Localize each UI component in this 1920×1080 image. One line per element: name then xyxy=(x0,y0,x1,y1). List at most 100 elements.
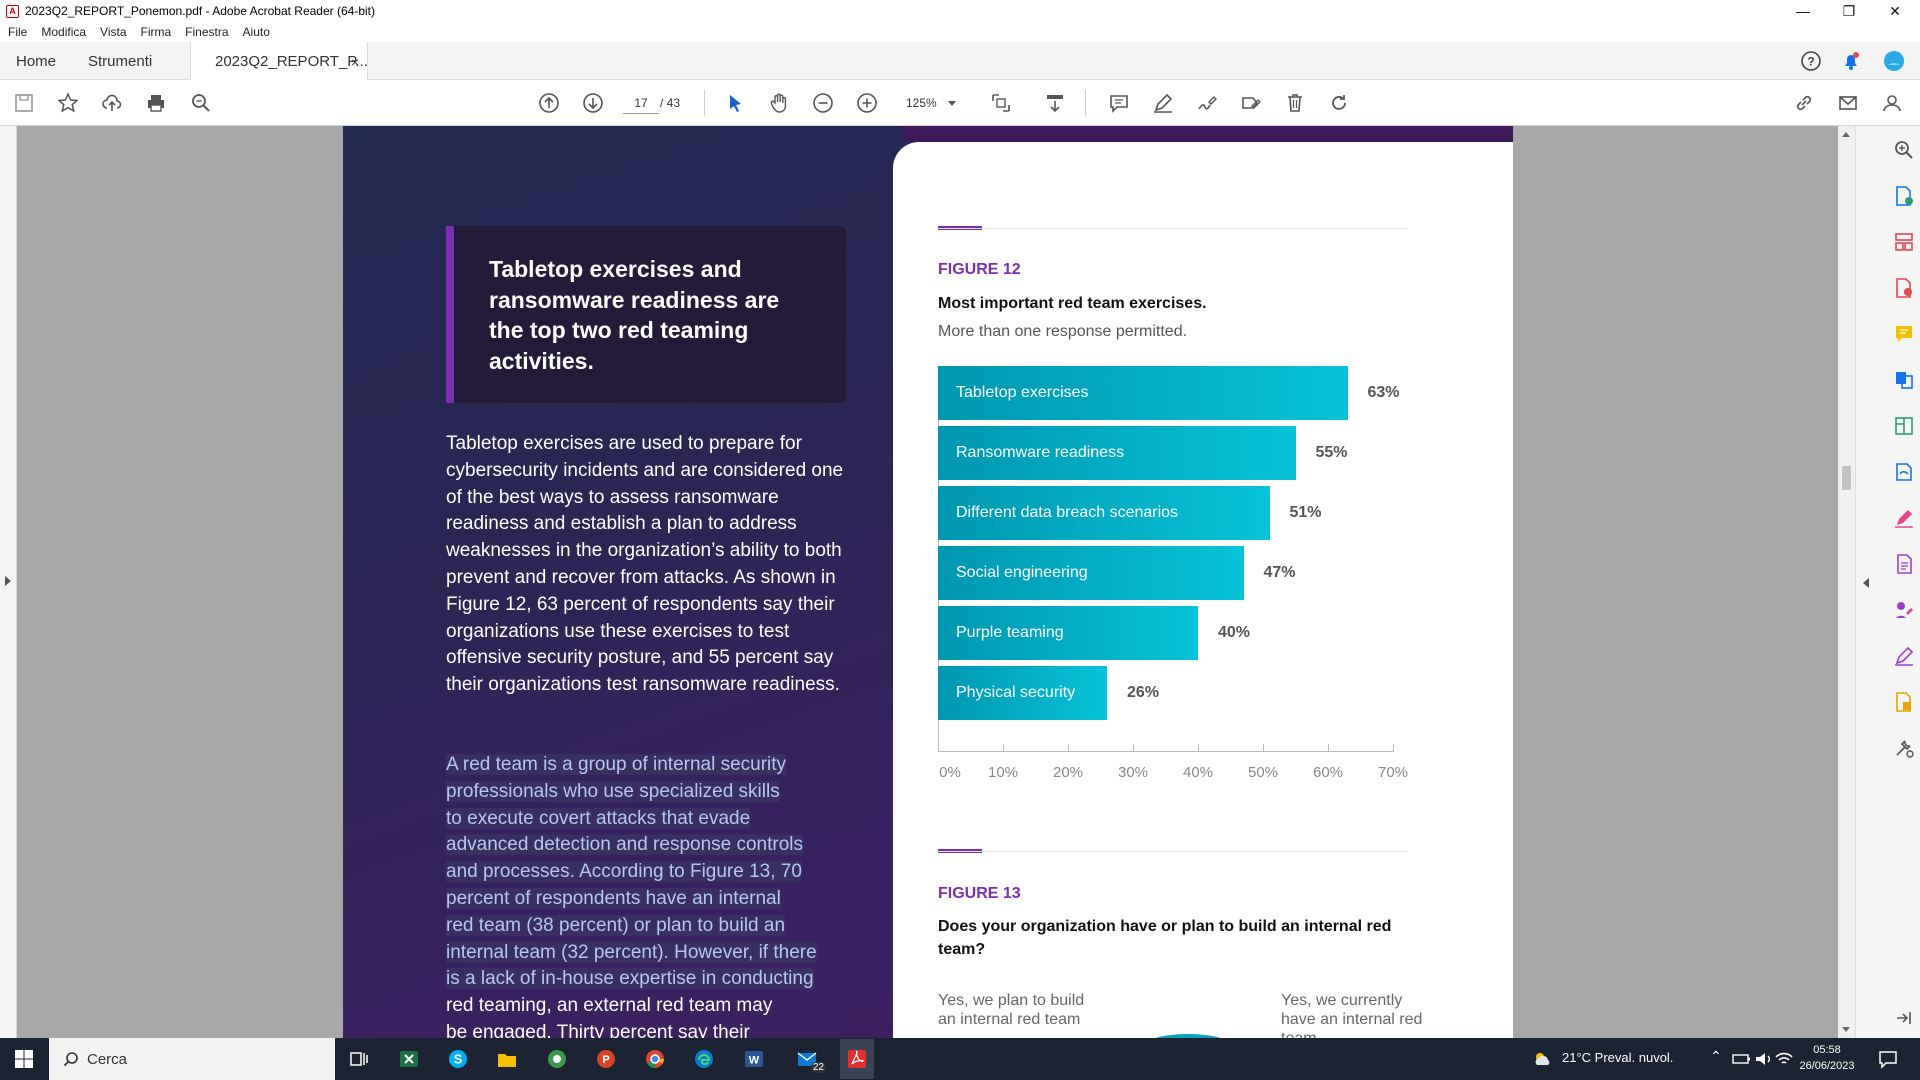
delete-icon[interactable] xyxy=(1282,90,1308,116)
search-icon[interactable] xyxy=(188,90,214,116)
acrobat-taskbar-icon[interactable] xyxy=(840,1039,874,1079)
search-icon xyxy=(63,1052,78,1067)
print-icon[interactable] xyxy=(143,90,169,116)
account-avatar[interactable] xyxy=(1883,50,1905,72)
fill-sign-icon[interactable] xyxy=(1238,90,1264,116)
comment-icon[interactable] xyxy=(1892,322,1916,346)
word-icon[interactable]: W xyxy=(742,1047,766,1071)
body-paragraph-1: Tabletop exercises are used to prepare f… xyxy=(446,433,844,696)
zoom-in-icon[interactable] xyxy=(854,90,880,116)
collapse-tools-arrow[interactable] xyxy=(1863,578,1869,588)
combine-files-icon[interactable] xyxy=(1892,368,1916,392)
link-icon[interactable] xyxy=(1791,90,1817,116)
para2-line: advanced detection and response controls xyxy=(446,834,804,856)
notifications-icon[interactable] xyxy=(1840,50,1862,72)
tray-overflow-icon[interactable]: ⌃ xyxy=(1710,1048,1722,1064)
hand-icon[interactable] xyxy=(766,90,792,116)
page-number-input[interactable]: 17 xyxy=(623,92,659,114)
toolbar-divider xyxy=(1085,90,1086,116)
network-app-icon[interactable] xyxy=(545,1047,569,1071)
window-title: 2023Q2_REPORT_Ponemon.pdf - Adobe Acroba… xyxy=(25,4,375,18)
excel-icon[interactable] xyxy=(397,1047,421,1071)
menu-modifica[interactable]: Modifica xyxy=(41,25,87,39)
figure-12-rule xyxy=(938,228,1408,229)
account-icon[interactable] xyxy=(1879,90,1905,116)
collapse-panel-icon[interactable] xyxy=(1892,1006,1916,1030)
edge-icon[interactable] xyxy=(692,1047,716,1071)
menu-file[interactable]: File xyxy=(8,25,28,39)
tab-bar: Home Strumenti 2023Q2_REPORT_P... × ? xyxy=(0,42,1920,81)
chart-bar-label: Social engineering xyxy=(956,564,1088,581)
system-clock[interactable]: 05:58 26/06/2023 xyxy=(1797,1042,1857,1074)
left-navigation-strip[interactable] xyxy=(0,126,17,1038)
para2-line: is a lack of in-house expertise in condu… xyxy=(446,968,814,990)
zoom-dropdown[interactable]: 125% xyxy=(896,92,962,114)
create-pdf-icon[interactable] xyxy=(1892,184,1916,208)
mail-icon[interactable] xyxy=(1835,90,1861,116)
vertical-scrollbar[interactable] xyxy=(1838,126,1855,1038)
close-window-button[interactable]: ✕ xyxy=(1889,2,1901,19)
fit-page-icon[interactable] xyxy=(988,90,1014,116)
volume-icon[interactable] xyxy=(1752,1047,1776,1071)
help-icon[interactable]: ? xyxy=(1800,50,1822,72)
mail-app-icon[interactable]: 22 xyxy=(792,1047,826,1073)
zoom-search-icon[interactable] xyxy=(1892,138,1916,162)
svg-text:?: ? xyxy=(1807,55,1814,69)
battery-icon[interactable] xyxy=(1730,1047,1754,1071)
fill-sign-icon[interactable] xyxy=(1892,506,1916,530)
scan-icon[interactable] xyxy=(1892,460,1916,484)
organize-pages-icon[interactable] xyxy=(1892,230,1916,254)
chart-tick-label: 30% xyxy=(1117,764,1149,781)
chrome-icon[interactable] xyxy=(643,1047,667,1071)
export-pdf-icon[interactable] xyxy=(1892,276,1916,300)
sign-pen-icon[interactable] xyxy=(1892,644,1916,668)
tab-document[interactable]: 2023Q2_REPORT_P... × xyxy=(190,42,368,81)
scrollbar-thumb[interactable] xyxy=(1842,466,1851,490)
edit-pdf-icon[interactable] xyxy=(1892,414,1916,438)
notification-center-icon[interactable] xyxy=(1876,1047,1900,1071)
scroll-mode-icon[interactable] xyxy=(1042,90,1068,116)
weather-text[interactable]: 21°C Preval. nuvol. xyxy=(1562,1050,1674,1065)
send-review-icon[interactable] xyxy=(1892,690,1916,714)
svg-text:S: S xyxy=(454,1052,463,1067)
tab-tools[interactable]: Strumenti xyxy=(88,52,153,70)
skype-icon[interactable]: S xyxy=(446,1047,470,1071)
page-down-icon[interactable] xyxy=(580,90,606,116)
rotate-icon[interactable] xyxy=(1326,90,1352,116)
menu-vista[interactable]: Vista xyxy=(100,25,127,39)
expand-left-panel-icon[interactable] xyxy=(5,576,11,586)
more-tools-icon[interactable] xyxy=(1892,598,1916,622)
protect-icon[interactable] xyxy=(1892,552,1916,576)
comment-icon[interactable] xyxy=(1106,90,1132,116)
right-tools-panel xyxy=(1855,126,1920,1038)
menu-finestra[interactable]: Finestra xyxy=(185,25,229,39)
menu-aiuto[interactable]: Aiuto xyxy=(242,25,270,39)
select-cursor-icon[interactable] xyxy=(722,90,748,116)
page-total: / 43 xyxy=(660,96,681,110)
windows-start-icon[interactable] xyxy=(12,1047,36,1071)
weather-icon[interactable] xyxy=(1530,1047,1554,1071)
file-explorer-icon[interactable] xyxy=(495,1047,519,1071)
task-view-icon[interactable] xyxy=(347,1047,371,1071)
figure-12-title: Most important red team exercises. xyxy=(938,295,1207,312)
pen-icon[interactable] xyxy=(1150,90,1176,116)
powerpoint-icon[interactable]: P xyxy=(594,1047,618,1071)
network-icon[interactable] xyxy=(1772,1047,1796,1071)
zoom-out-icon[interactable] xyxy=(810,90,836,116)
sign-icon[interactable] xyxy=(1194,90,1220,116)
para2-line: to execute covert attacks that evade xyxy=(446,807,751,829)
scroll-up-icon[interactable] xyxy=(1842,132,1850,137)
upload-icon[interactable] xyxy=(99,90,125,116)
save-icon[interactable] xyxy=(11,90,37,116)
page-up-icon[interactable] xyxy=(536,90,562,116)
minimize-button[interactable]: — xyxy=(1796,3,1810,19)
menu-firma[interactable]: Firma xyxy=(140,25,172,39)
tab-close-button[interactable]: × xyxy=(350,53,359,70)
figure-13-label: FIGURE 13 xyxy=(938,885,1021,902)
customize-tools-icon[interactable] xyxy=(1892,736,1916,760)
restore-button[interactable]: ❐ xyxy=(1842,2,1856,19)
taskbar-search-box[interactable]: Cerca xyxy=(49,1038,335,1080)
star-icon[interactable] xyxy=(55,90,81,116)
scroll-down-icon[interactable] xyxy=(1842,1027,1850,1032)
tab-home[interactable]: Home xyxy=(16,52,57,70)
